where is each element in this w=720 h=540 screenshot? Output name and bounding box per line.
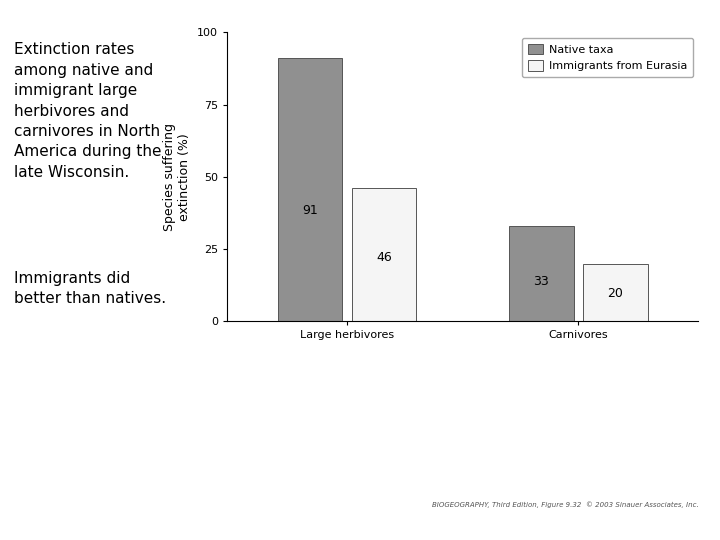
Text: 91: 91	[302, 204, 318, 218]
Legend: Native taxa, Immigrants from Eurasia: Native taxa, Immigrants from Eurasia	[522, 38, 693, 77]
Text: Immigrants did
better than natives.: Immigrants did better than natives.	[14, 271, 166, 306]
Text: 46: 46	[376, 251, 392, 264]
Bar	[582, 264, 647, 321]
Bar	[351, 188, 416, 321]
Text: Extinction rates
among native and
immigrant large
herbivores and
carnivores in N: Extinction rates among native and immigr…	[14, 42, 162, 180]
Bar	[278, 58, 343, 321]
Text: 33: 33	[534, 275, 549, 288]
Bar	[509, 226, 574, 321]
Y-axis label: Species suffering
extinction (%): Species suffering extinction (%)	[163, 123, 192, 231]
Text: BIOGEOGRAPHY, Third Edition, Figure 9.32  © 2003 Sinauer Associates, Inc.: BIOGEOGRAPHY, Third Edition, Figure 9.32…	[432, 501, 698, 508]
Text: 20: 20	[607, 287, 623, 300]
